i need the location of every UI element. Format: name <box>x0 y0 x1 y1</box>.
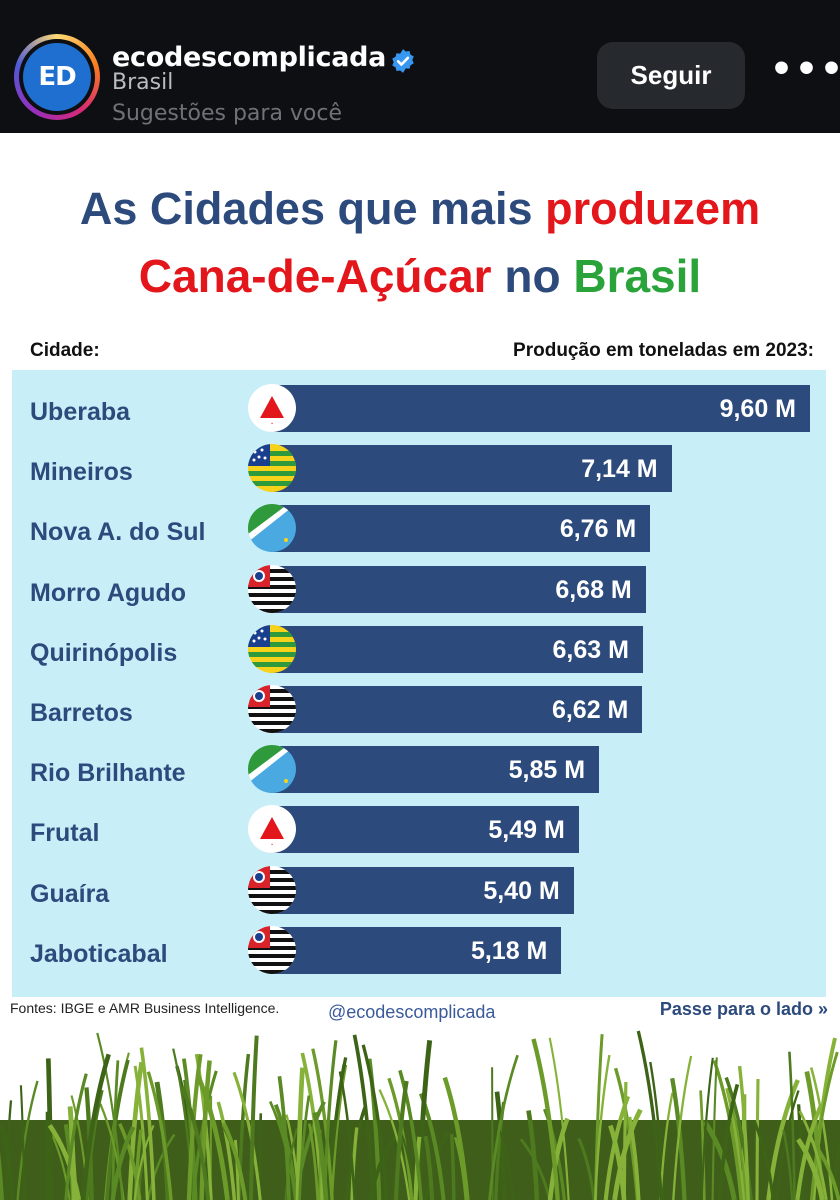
bar <box>270 625 643 673</box>
mg-flag-icon: • <box>248 805 296 854</box>
bar <box>270 746 600 794</box>
go-flag-icon <box>248 444 296 493</box>
city-label: Nova A. do Sul <box>30 518 206 547</box>
chart-title-line1: As Cidades que mais produzem <box>79 183 761 234</box>
username[interactable]: ecodescomplicada <box>112 42 387 73</box>
city-label: Rio Brilhante <box>30 759 186 788</box>
avatar[interactable]: ED <box>14 34 100 120</box>
bar <box>270 385 810 432</box>
go-flag-icon <box>248 624 296 673</box>
ms-flag-icon <box>248 504 296 553</box>
svg-text:•: • <box>271 842 273 847</box>
location-label[interactable]: Brasil <box>112 70 174 95</box>
bar <box>270 445 672 493</box>
sp-flag-icon <box>248 865 296 914</box>
city-label: Guaíra <box>30 879 110 908</box>
bar-value-label: 5,49 M <box>488 816 565 845</box>
verified-badge-icon <box>392 49 414 73</box>
watermark-handle: @ecodescomplicada <box>328 1002 496 1022</box>
post-header: ED ecodescomplicada Brasil Sugestões par… <box>0 0 840 133</box>
avatar-logo: ED <box>23 43 91 111</box>
city-label: Morro Agudo <box>30 578 186 607</box>
suggestion-label: Sugestões para você <box>112 101 343 126</box>
city-label: Jaboticabal <box>30 939 168 968</box>
follow-button[interactable]: Seguir <box>597 42 745 109</box>
bar <box>270 866 574 914</box>
bar-value-label: 6,62 M <box>551 696 629 724</box>
bar-value-label: 6,68 M <box>555 575 632 604</box>
bar-value-label: 5,40 M <box>483 876 560 905</box>
bar-value-label: 6,76 M <box>559 515 637 544</box>
more-options-icon[interactable]: ••• <box>770 49 840 90</box>
city-label: Uberaba <box>30 398 131 426</box>
ms-flag-icon <box>248 745 296 794</box>
bar-value-label: 9,60 M <box>719 395 796 423</box>
sp-flag-icon <box>248 925 296 974</box>
city-label: Quirinópolis <box>30 638 178 667</box>
post-image: As Cidades que mais produzem Cana-de-Açú… <box>0 133 840 1200</box>
swipe-hint[interactable]: Passe para o lado » <box>659 999 828 1019</box>
bar <box>270 926 562 974</box>
bar-value-label: 6,63 M <box>552 635 629 664</box>
sp-flag-icon <box>248 564 296 613</box>
bar-value-label: 5,85 M <box>508 756 586 785</box>
sugarcane-field-image <box>0 1030 840 1200</box>
city-label: Frutal <box>30 819 100 848</box>
svg-text:•: • <box>271 421 273 426</box>
city-label: Barretos <box>30 699 133 727</box>
chart-title-line2: Cana-de-Açúcar no Brasil <box>138 250 702 302</box>
bar <box>270 505 651 553</box>
city-column-header: Cidade: <box>30 340 100 361</box>
bar-value-label: 5,18 M <box>470 936 548 965</box>
city-label: Mineiros <box>30 458 133 487</box>
sp-flag-icon <box>248 685 296 733</box>
source-note: Fontes: IBGE e AMR Business Intelligence… <box>10 1000 280 1016</box>
bar-value-label: 7,14 M <box>581 455 658 484</box>
bar <box>270 806 579 854</box>
mg-flag-icon: • <box>248 384 296 432</box>
production-column-header: Produção em toneladas em 2023: <box>513 340 814 361</box>
bar <box>270 686 643 733</box>
bar <box>270 565 646 613</box>
